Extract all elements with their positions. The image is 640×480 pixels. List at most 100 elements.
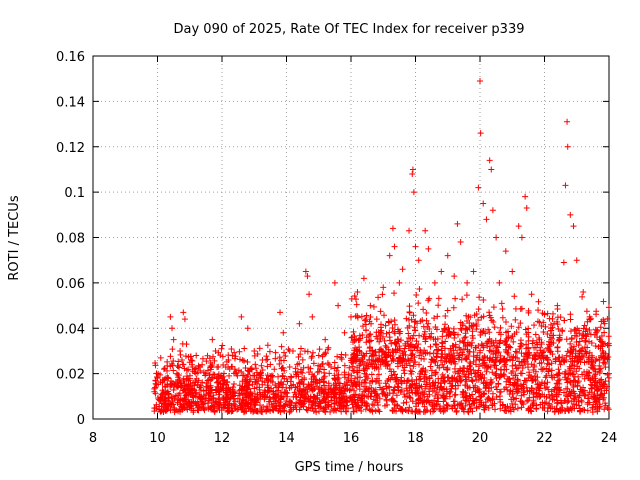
data-point: [592, 342, 599, 349]
data-point: [425, 245, 432, 252]
data-point: [333, 395, 340, 402]
data-point: [592, 378, 599, 385]
data-point: [238, 387, 245, 394]
data-point: [421, 397, 428, 404]
data-point: [351, 368, 358, 375]
data-point: [292, 393, 299, 400]
data-point: [492, 362, 499, 369]
data-point: [188, 405, 195, 412]
data-point: [282, 390, 289, 397]
data-point: [508, 354, 515, 361]
data-point: [598, 338, 605, 345]
data-point: [152, 384, 159, 391]
data-point: [424, 407, 431, 414]
data-point: [534, 349, 541, 356]
data-point: [284, 393, 291, 400]
data-point: [535, 307, 542, 314]
data-point: [206, 372, 213, 379]
data-point: [240, 372, 247, 379]
data-point: [229, 407, 236, 414]
data-point: [572, 353, 579, 360]
data-point: [474, 352, 481, 359]
data-point: [332, 384, 339, 391]
data-point: [561, 317, 568, 324]
data-point: [356, 367, 363, 374]
data-point: [437, 408, 444, 415]
data-point: [410, 332, 417, 339]
data-point: [408, 368, 415, 375]
data-point: [236, 356, 243, 363]
data-point: [426, 295, 433, 302]
data-point: [466, 341, 473, 348]
data-point: [182, 353, 189, 360]
data-point: [578, 397, 585, 404]
data-point: [287, 404, 294, 411]
data-point: [490, 319, 497, 326]
data-point: [277, 408, 284, 415]
data-point: [346, 387, 353, 394]
data-point: [202, 370, 209, 377]
data-point: [519, 364, 526, 371]
data-point: [394, 347, 401, 354]
data-point: [553, 405, 560, 412]
data-point: [486, 355, 493, 362]
data-point: [206, 355, 213, 362]
data-point: [382, 342, 389, 349]
data-point: [501, 355, 508, 362]
data-point: [280, 364, 287, 371]
data-point: [537, 382, 544, 389]
data-point: [338, 408, 345, 415]
data-point: [478, 392, 485, 399]
data-point: [505, 333, 512, 340]
data-point: [388, 368, 395, 375]
data-point: [361, 367, 368, 374]
data-point: [264, 342, 271, 349]
data-point: [452, 391, 459, 398]
data-point: [174, 399, 181, 406]
data-point: [385, 349, 392, 356]
data-point: [605, 333, 612, 340]
data-point: [567, 328, 574, 335]
data-point: [251, 398, 258, 405]
data-point: [416, 382, 423, 389]
data-point: [463, 378, 470, 385]
data-point: [408, 370, 415, 377]
data-point: [493, 375, 500, 382]
data-point: [588, 393, 595, 400]
data-point: [363, 399, 370, 406]
data-point: [209, 336, 216, 343]
data-point: [346, 395, 353, 402]
data-point: [581, 392, 588, 399]
data-point: [507, 388, 514, 395]
data-point: [486, 309, 493, 316]
data-point: [389, 347, 396, 354]
data-point: [304, 273, 311, 280]
data-point: [465, 313, 472, 320]
data-point: [331, 372, 338, 379]
data-point: [515, 386, 522, 393]
data-point: [568, 388, 575, 395]
data-point: [391, 317, 398, 324]
data-point: [469, 391, 476, 398]
data-point: [230, 384, 237, 391]
data-point: [216, 388, 223, 395]
data-point: [601, 329, 608, 336]
data-point: [312, 376, 319, 383]
data-point: [201, 407, 208, 414]
data-point: [368, 406, 375, 413]
data-point: [433, 389, 440, 396]
data-point: [477, 77, 483, 84]
x-tick-label: 18: [407, 431, 424, 446]
data-point: [228, 408, 235, 415]
data-point: [566, 353, 573, 360]
data-point: [251, 406, 258, 413]
data-point: [564, 379, 571, 386]
data-point: [374, 391, 381, 398]
data-point: [404, 387, 411, 394]
data-point: [401, 345, 408, 352]
data-point: [481, 390, 488, 397]
data-point: [267, 361, 274, 368]
data-point: [223, 390, 230, 397]
data-point: [365, 393, 372, 400]
data-point: [567, 311, 574, 318]
